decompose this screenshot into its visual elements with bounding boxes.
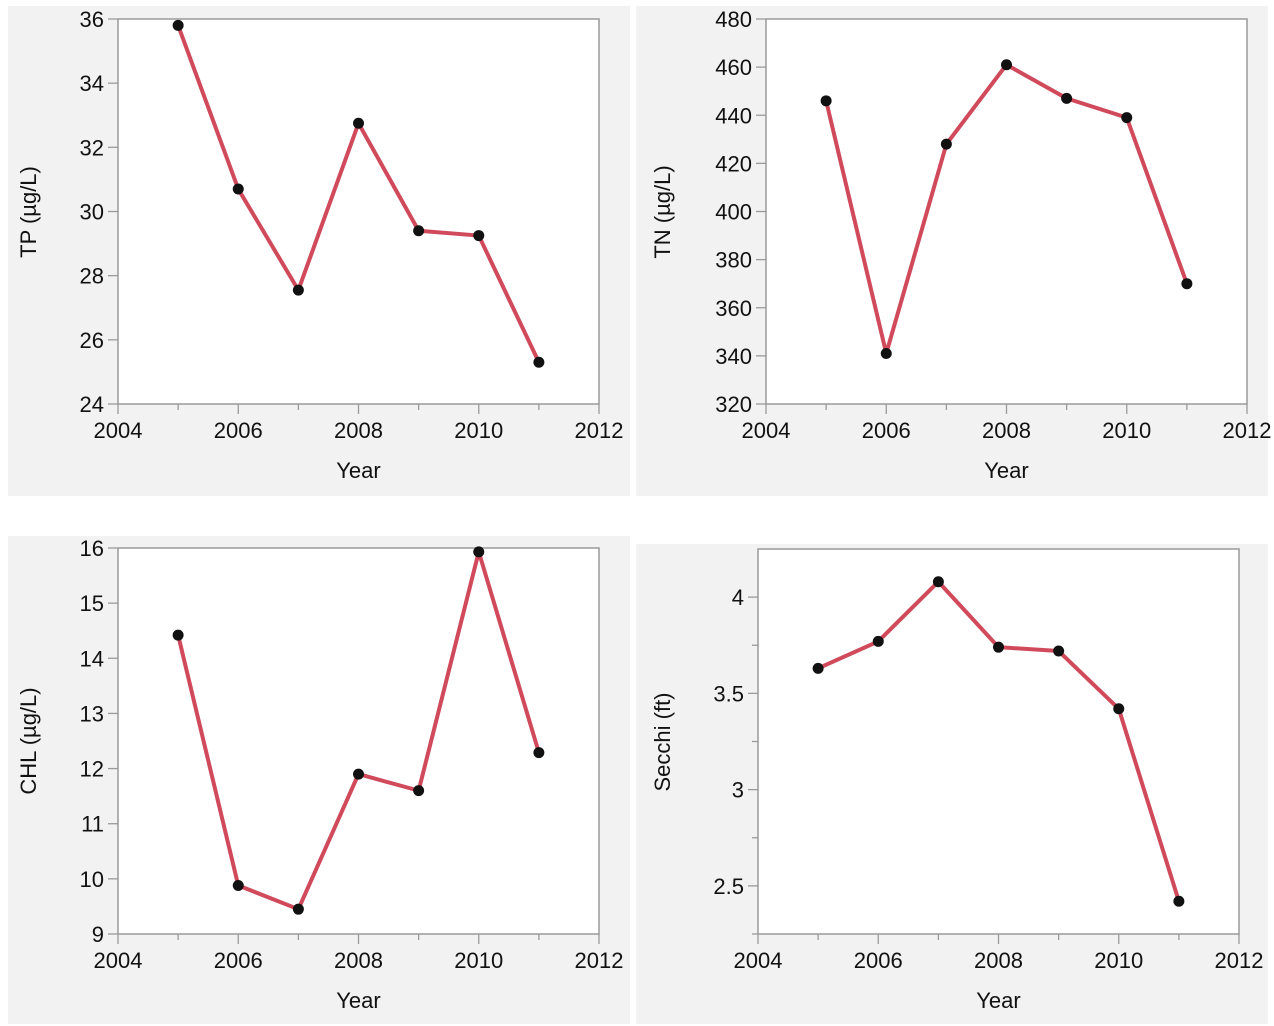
tn-chart: 2004 2006 2008 2010 2012 320 340 360 380 400 420 44… (650, 7, 1271, 483)
tn-y-tick-label: 380 (715, 248, 752, 273)
chl-plot-area (117, 547, 600, 935)
tn-data-point (1061, 92, 1073, 104)
tn-y-tick-label: 440 (715, 103, 752, 128)
tn-y-tick-label: 480 (715, 7, 752, 32)
chl-data-point (292, 903, 304, 915)
tp-y-tick-label: 34 (80, 71, 104, 96)
chl-data-point (232, 879, 244, 891)
secchi-x-axis-label: Year (976, 988, 1020, 1013)
chl-data-point (353, 768, 364, 780)
chl-x-tick-label: 2010 (454, 948, 503, 973)
secchi-chart-panel: 2004 2006 2008 2010 2012 2.5 3 3.5 4 Year Secchi (… (636, 544, 1268, 1024)
tn-data-point (1121, 112, 1133, 124)
chl-y-axis-label: CHL (µg/L) (16, 687, 41, 794)
tp-x-tick-label: 2012 (575, 418, 624, 443)
tp-y-tick-label: 24 (80, 392, 104, 417)
tn-x-tick-label: 2008 (982, 418, 1031, 443)
secchi-data-point (1053, 645, 1065, 657)
tp-data-point (353, 117, 364, 129)
secchi-x-tick-label: 2004 (734, 948, 783, 973)
chl-y-tick-label: 16 (80, 536, 104, 561)
tn-x-tick-label: 2006 (862, 418, 911, 443)
secchi-data-point (932, 576, 944, 588)
tp-data-point (473, 230, 485, 242)
tn-plot-area (765, 18, 1248, 405)
tn-data-point (940, 138, 952, 150)
chl-x-axis-label: Year (336, 988, 380, 1013)
secchi-y-tick-label: 3.5 (713, 681, 744, 706)
chl-x-tick-label: 2006 (214, 948, 263, 973)
tn-x-axis-label: Year (984, 458, 1028, 483)
tp-data-point (413, 225, 425, 237)
secchi-x-tick-label: 2010 (1094, 948, 1143, 973)
chl-x-tick-label: 2012 (575, 948, 624, 973)
secchi-plot-area (757, 548, 1240, 935)
tn-y-tick-label: 460 (715, 55, 752, 80)
secchi-y-axis-label: Secchi (ft) (650, 692, 675, 791)
chl-x-tick-label: 2008 (334, 948, 383, 973)
chl-data-point (172, 629, 184, 641)
secchi-x-tick-label: 2006 (854, 948, 903, 973)
tp-y-tick-label: 26 (80, 328, 104, 353)
tp-chart: 2004 2006 2008 2010 2012 24 26 28 30 32 34 36 Year TP… (16, 7, 624, 483)
chl-data-point (533, 747, 545, 759)
tp-y-tick-label: 28 (80, 264, 104, 289)
tp-plot-area (117, 18, 600, 405)
tp-y-tick-label: 32 (80, 135, 104, 160)
chl-y-tick-label: 13 (80, 701, 104, 726)
chl-y-tick-label: 10 (80, 867, 104, 892)
tn-y-axis-label: TN (µg/L) (650, 165, 675, 258)
chl-data-point (413, 785, 425, 797)
tp-y-tick-label: 30 (80, 200, 104, 225)
tp-chart-panel: 2004 2006 2008 2010 2012 24 26 28 30 32 34 36 Year TP… (8, 6, 630, 496)
secchi-data-point (812, 662, 824, 674)
tn-x-tick-label: 2010 (1102, 418, 1151, 443)
chl-data-point (473, 546, 485, 558)
chl-y-tick-label: 9 (92, 922, 104, 947)
tp-y-tick-label: 36 (80, 7, 104, 32)
tn-chart-panel: 2004 2006 2008 2010 2012 320 340 360 380 400 420 44… (636, 6, 1271, 496)
tn-x-tick-label: 2004 (742, 418, 791, 443)
tn-data-point (1181, 278, 1193, 290)
tp-x-axis-label: Year (336, 458, 380, 483)
secchi-y-tick-label: 4 (732, 585, 744, 610)
secchi-data-point (1173, 895, 1185, 907)
tp-data-point (172, 19, 184, 31)
secchi-x-tick-label: 2012 (1215, 948, 1264, 973)
tn-y-tick-label: 400 (715, 200, 752, 225)
tp-x-tick-label: 2004 (94, 418, 143, 443)
secchi-data-point (872, 635, 884, 647)
chl-chart: 2004 2006 2008 2010 2012 9 10 11 12 13 14 15 16 Year C… (16, 536, 624, 1013)
secchi-data-point (993, 641, 1004, 653)
secchi-y-tick-label: 2.5 (713, 874, 744, 899)
secchi-chart: 2004 2006 2008 2010 2012 2.5 3 3.5 4 Year Secchi (… (650, 548, 1264, 1013)
tp-x-tick-label: 2008 (334, 418, 383, 443)
tp-data-point (292, 284, 304, 296)
tp-x-tick-label: 2010 (454, 418, 503, 443)
tn-y-tick-label: 340 (715, 344, 752, 369)
tp-x-tick-label: 2006 (214, 418, 263, 443)
tn-y-tick-label: 420 (715, 151, 752, 176)
tn-data-point (880, 347, 892, 359)
tn-data-point (1001, 59, 1012, 71)
tn-data-point (820, 95, 832, 107)
tp-y-axis-label: TP (µg/L) (16, 166, 41, 258)
tn-y-tick-label: 320 (715, 392, 752, 417)
chl-y-tick-label: 14 (80, 646, 104, 671)
secchi-y-tick-label: 3 (732, 778, 744, 803)
chl-chart-panel: 2004 2006 2008 2010 2012 9 10 11 12 13 14 15 16 Year C… (8, 536, 630, 1024)
chl-y-tick-label: 11 (81, 812, 104, 837)
chl-y-tick-label: 15 (80, 591, 104, 616)
secchi-data-point (1113, 703, 1125, 715)
tp-data-point (232, 183, 244, 195)
tn-y-tick-label: 360 (715, 296, 752, 321)
chl-x-tick-label: 2004 (94, 948, 143, 973)
tn-x-tick-label: 2012 (1223, 418, 1272, 443)
tp-data-point (533, 356, 545, 368)
secchi-x-tick-label: 2008 (974, 948, 1023, 973)
chl-y-tick-label: 12 (80, 757, 104, 782)
